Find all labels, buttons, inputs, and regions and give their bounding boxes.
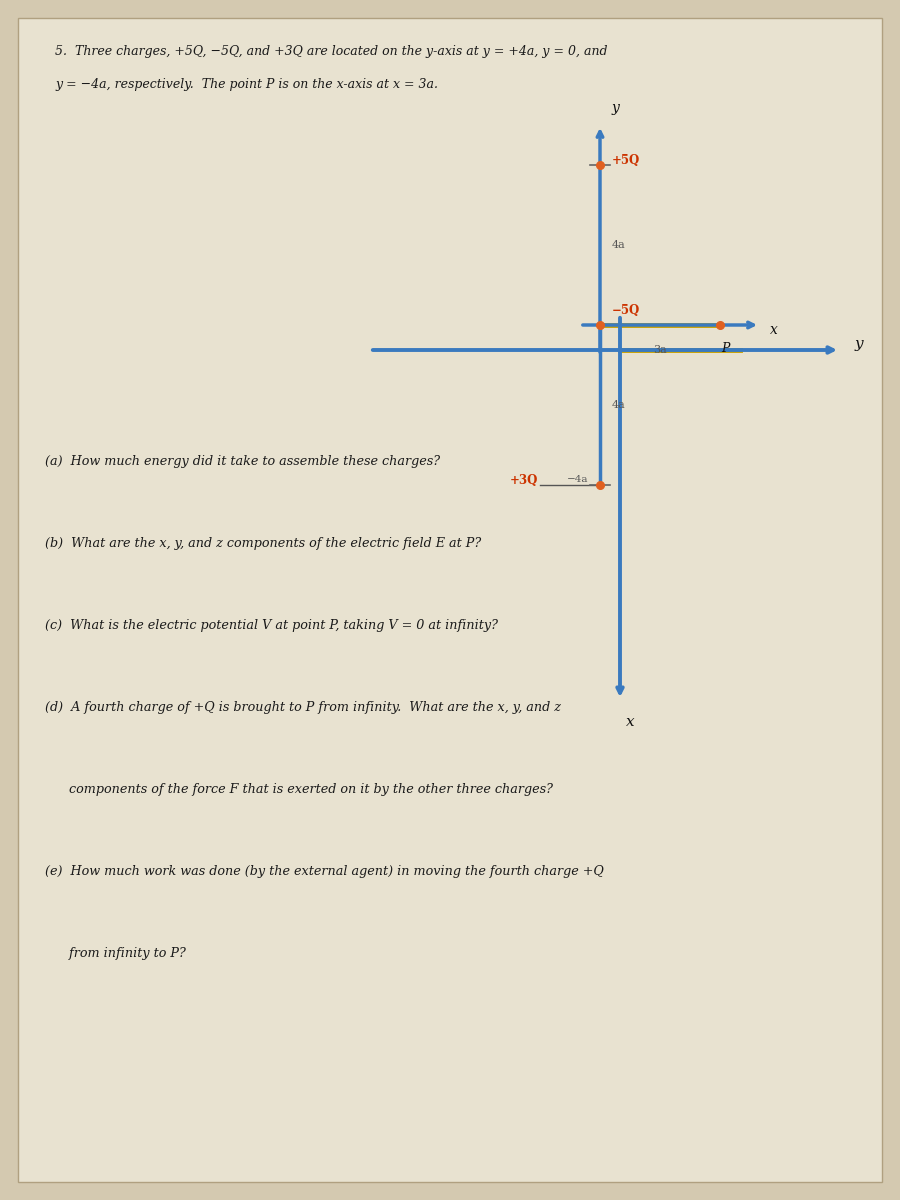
Text: 5.  Three charges, +5Q, −5Q, and +3Q are located on the y-axis at y = +4a, y = 0: 5. Three charges, +5Q, −5Q, and +3Q are … — [55, 44, 608, 58]
Text: −4a: −4a — [566, 475, 588, 485]
Text: y: y — [612, 101, 620, 115]
Text: (a)  How much energy did it take to assemble these charges?: (a) How much energy did it take to assem… — [45, 455, 440, 468]
Text: y: y — [855, 337, 864, 350]
Text: (b)  What are the x, y, and z components of the electric field E at P?: (b) What are the x, y, and z components … — [45, 538, 482, 550]
Text: y = −4a, respectively.  The point P is on the x-axis at x = 3a.: y = −4a, respectively. The point P is on… — [55, 78, 438, 91]
Text: (c)  What is the electric potential V at point P, taking V = 0 at infinity?: (c) What is the electric potential V at … — [45, 619, 498, 632]
Text: x: x — [770, 323, 778, 337]
Text: (e)  How much work was done (by the external agent) in moving the fourth charge : (e) How much work was done (by the exter… — [45, 865, 604, 878]
Text: 4a: 4a — [612, 400, 625, 410]
Text: −5Q: −5Q — [612, 305, 640, 318]
Text: x: x — [626, 715, 634, 730]
Text: 4a: 4a — [612, 240, 625, 250]
Text: (d)  A fourth charge of +Q is brought to P from infinity.  What are the x, y, an: (d) A fourth charge of +Q is brought to … — [45, 701, 561, 714]
FancyBboxPatch shape — [18, 18, 882, 1182]
Text: 3a: 3a — [653, 344, 667, 355]
Text: components of the force F that is exerted on it by the other three charges?: components of the force F that is exerte… — [45, 782, 553, 796]
Text: +5Q: +5Q — [612, 154, 640, 167]
Text: from infinity to P?: from infinity to P? — [45, 947, 186, 960]
Text: +3Q: +3Q — [510, 474, 538, 486]
Text: P: P — [721, 342, 729, 355]
